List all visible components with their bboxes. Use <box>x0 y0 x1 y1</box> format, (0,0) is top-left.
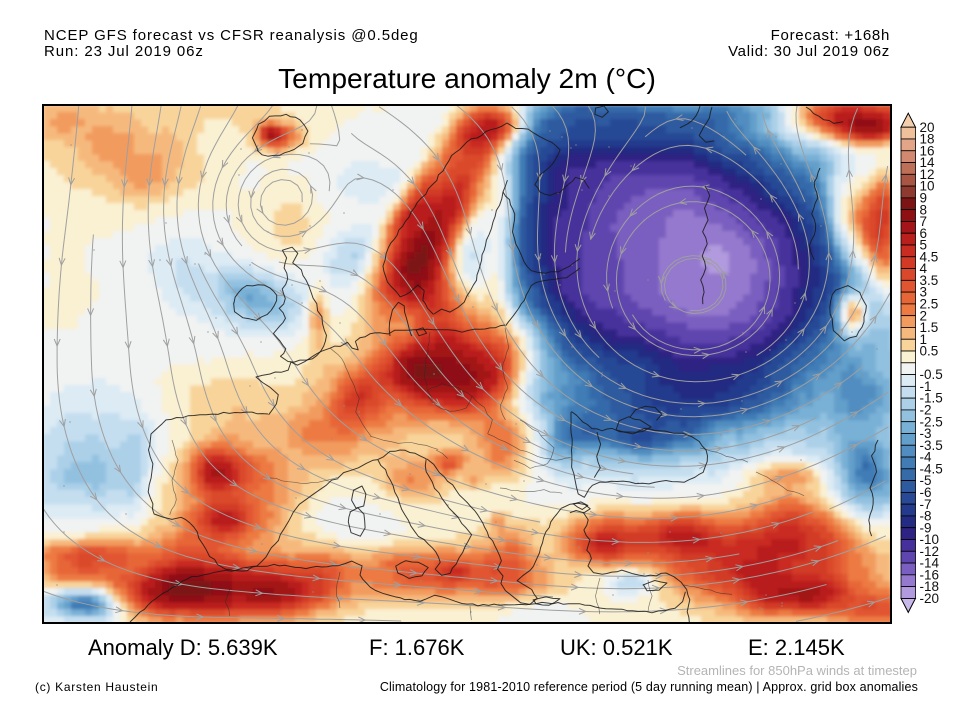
svg-text:2.5: 2.5 <box>920 297 939 312</box>
svg-text:4: 4 <box>920 261 928 276</box>
svg-text:-12: -12 <box>920 544 940 559</box>
svg-text:-8: -8 <box>920 509 932 524</box>
svg-text:-5: -5 <box>920 473 932 488</box>
svg-text:-10: -10 <box>920 532 940 547</box>
svg-text:10: 10 <box>920 179 935 194</box>
svg-text:6: 6 <box>920 226 928 241</box>
svg-text:-6: -6 <box>920 485 932 500</box>
svg-text:4.5: 4.5 <box>920 249 939 264</box>
svg-text:-3.5: -3.5 <box>920 438 943 453</box>
svg-text:3: 3 <box>920 285 928 300</box>
svg-text:5: 5 <box>920 238 928 253</box>
svg-text:-4.5: -4.5 <box>920 461 943 476</box>
svg-text:-2: -2 <box>920 403 932 418</box>
svg-text:14: 14 <box>920 155 936 170</box>
svg-text:-16: -16 <box>920 567 940 582</box>
svg-text:-14: -14 <box>920 556 940 571</box>
svg-text:-20: -20 <box>920 591 940 606</box>
svg-text:2: 2 <box>920 308 928 323</box>
svg-text:1.5: 1.5 <box>920 320 939 335</box>
svg-text:-7: -7 <box>920 497 932 512</box>
svg-text:3.5: 3.5 <box>920 273 939 288</box>
svg-text:9: 9 <box>920 190 928 205</box>
svg-text:-1.5: -1.5 <box>920 391 943 406</box>
svg-text:12: 12 <box>920 167 935 182</box>
svg-text:-1: -1 <box>920 379 932 394</box>
svg-text:1: 1 <box>920 332 928 347</box>
svg-text:20: 20 <box>920 120 935 135</box>
svg-text:7: 7 <box>920 214 928 229</box>
svg-text:18: 18 <box>920 132 935 147</box>
svg-text:-0.5: -0.5 <box>920 367 943 382</box>
svg-text:16: 16 <box>920 143 935 158</box>
svg-text:0.5: 0.5 <box>920 344 939 359</box>
svg-text:-4: -4 <box>920 450 932 465</box>
svg-text:8: 8 <box>920 202 928 217</box>
svg-text:-9: -9 <box>920 520 932 535</box>
svg-text:-3: -3 <box>920 426 932 441</box>
svg-text:-18: -18 <box>920 579 940 594</box>
svg-text:-2.5: -2.5 <box>920 414 943 429</box>
